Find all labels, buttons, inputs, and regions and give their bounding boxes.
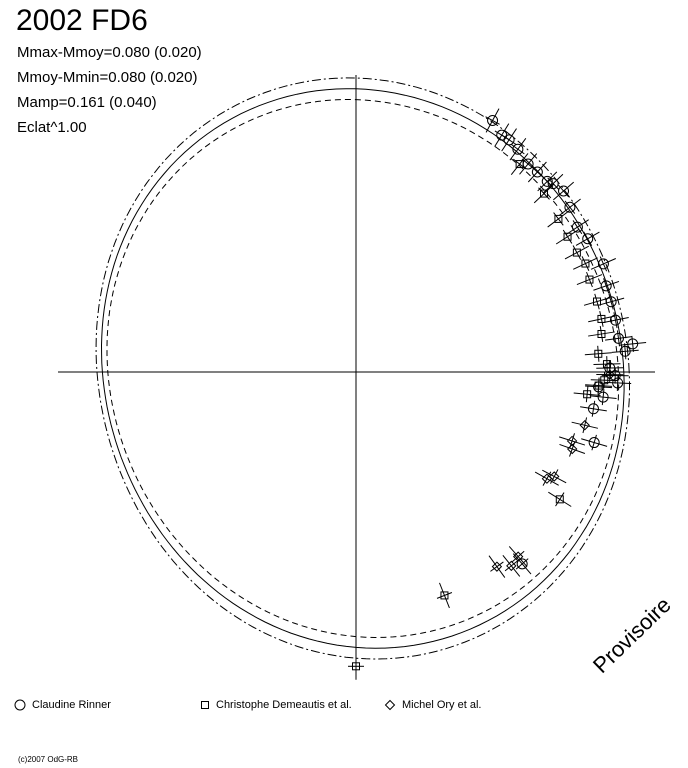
data-point-circle — [612, 332, 624, 344]
data-point-square — [572, 248, 581, 257]
data-point-circle — [597, 258, 609, 270]
data-point-circle — [587, 403, 599, 415]
data-point-diamond — [549, 471, 560, 482]
time-tick — [553, 212, 564, 226]
data-point-square — [583, 390, 592, 399]
data-point-square — [515, 160, 524, 169]
data-point-circle — [487, 114, 499, 126]
data-point-square — [600, 376, 609, 385]
data-point-circle — [503, 134, 515, 146]
data-point-diamond — [506, 560, 517, 572]
legend-symbol-square — [201, 701, 209, 709]
data-point-square — [597, 314, 606, 323]
data-point-circle — [619, 345, 631, 357]
data-point-square — [563, 232, 572, 241]
time-tick — [594, 293, 600, 310]
data-point-circle — [516, 558, 528, 570]
data-point-circle — [571, 221, 583, 233]
time-tick — [597, 377, 600, 394]
data-point-circle — [547, 178, 559, 190]
data-point-square — [440, 591, 449, 600]
chart-title: 2002 FD6 — [16, 4, 148, 37]
data-point-square — [597, 329, 606, 338]
time-tick — [599, 311, 604, 327]
time-tick — [572, 245, 582, 260]
data-point-square — [593, 297, 602, 306]
model-curves — [95, 77, 630, 660]
data-point-diamond — [579, 420, 590, 431]
data-point-diamond — [491, 561, 503, 572]
data-point-diamond — [604, 369, 615, 380]
data-point-diamond — [541, 473, 553, 484]
time-tick — [582, 417, 588, 434]
data-point-square — [352, 662, 360, 671]
time-tick — [586, 271, 593, 288]
time-tick — [555, 492, 565, 507]
model-curve-dash-dot — [95, 77, 630, 660]
time-tick — [511, 550, 525, 563]
data-point-square — [594, 381, 603, 390]
data-point-square — [554, 214, 563, 223]
model-curve-solid — [100, 88, 625, 649]
time-tick — [542, 471, 552, 486]
data-point-square — [585, 275, 594, 284]
data-point-circle — [564, 201, 576, 213]
data-point-diamond — [512, 551, 524, 562]
data-point-diamond — [566, 443, 578, 455]
time-tick — [585, 386, 589, 403]
time-tick — [624, 343, 627, 360]
time-tick — [599, 326, 604, 342]
data-point-square — [555, 495, 564, 504]
data-point-square — [540, 189, 549, 198]
legend-symbols — [14, 699, 396, 711]
data-points — [348, 108, 647, 680]
data-point-circle — [605, 296, 617, 308]
legend-symbol-diamond — [384, 699, 396, 711]
time-tick — [557, 184, 570, 198]
legend-label-rinner: Claudine Rinner — [32, 699, 111, 711]
data-point-circle — [588, 437, 600, 449]
copyright-notice: (c)2007 OdG-RB — [18, 755, 79, 764]
plot-axes — [58, 75, 655, 668]
legend-symbol-circle — [14, 699, 26, 711]
param-mamp: Mamp=0.161 (0.040) — [17, 94, 157, 111]
time-tick — [562, 229, 573, 244]
model-curve-dashed — [106, 98, 620, 639]
data-point-circle — [609, 314, 621, 326]
data-point-circle — [600, 280, 612, 292]
data-point-circle — [612, 377, 624, 389]
data-point-circle — [627, 338, 639, 350]
time-tick — [581, 256, 590, 271]
data-point-circle — [597, 391, 609, 403]
data-point-circle — [558, 185, 570, 197]
time-tick — [616, 374, 619, 391]
param-eclat: Eclat^1.00 — [17, 119, 87, 136]
legend-label-demeautis: Christophe Demeautis et al. — [216, 699, 352, 711]
time-tick — [504, 560, 518, 572]
time-tick — [569, 441, 576, 457]
data-point-circle — [531, 166, 543, 178]
param-mmoy-mmin: Mmoy-Mmin=0.080 (0.020) — [17, 69, 198, 86]
time-tick — [513, 158, 527, 170]
data-point-circle — [582, 233, 594, 245]
time-tick — [531, 166, 544, 178]
data-point-diamond — [566, 435, 578, 447]
legend-label-ory: Michel Ory et al. — [402, 699, 482, 711]
param-mmax-mmoy: Mmax-Mmoy=0.080 (0.020) — [17, 44, 202, 61]
time-tick — [597, 345, 600, 362]
time-tick — [436, 592, 453, 599]
data-point-square — [581, 259, 590, 268]
data-point-square — [594, 349, 603, 358]
time-tick — [564, 200, 576, 214]
data-point-square — [602, 360, 611, 369]
data-point-circle — [541, 175, 553, 187]
time-tick — [606, 356, 608, 373]
time-tick — [490, 561, 504, 572]
data-point-circle — [512, 143, 524, 155]
